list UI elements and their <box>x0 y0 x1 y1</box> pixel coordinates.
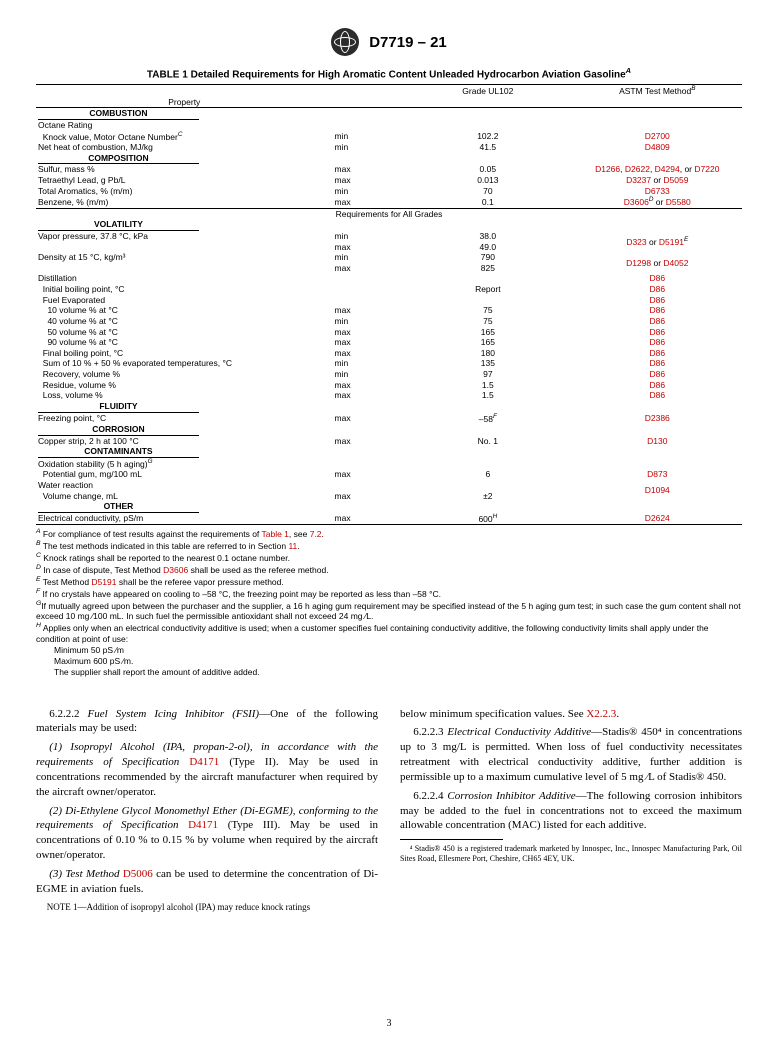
method-link[interactable]: D86 <box>649 327 665 337</box>
method-link[interactable]: D86 <box>649 369 665 379</box>
method-link[interactable]: D86 <box>649 316 665 326</box>
left-column: 6.2.2.2 Fuel System Icing Inhibitor (FSI… <box>36 707 378 917</box>
method-link[interactable]: D5191 <box>659 237 684 247</box>
footnote: D In case of dispute, Test Method D3606 … <box>36 564 742 576</box>
method-link[interactable]: D86 <box>649 273 665 283</box>
right-column: below minimum specification values. See … <box>400 707 742 917</box>
footnote-link[interactable]: 11 <box>288 541 297 551</box>
method-link[interactable]: D3237 <box>626 175 651 185</box>
method-link[interactable]: D2622 <box>625 164 650 174</box>
table-title-text: TABLE 1 Detailed Requirements for High A… <box>147 69 626 80</box>
footnote: H Applies only when an electrical conduc… <box>36 622 742 645</box>
method-link[interactable]: D86 <box>649 284 665 294</box>
requirements-table: Grade UL102ASTM Test MethodBPropertyCOMB… <box>36 84 742 525</box>
method-link[interactable]: D5059 <box>663 175 688 185</box>
method-link[interactable]: D2700 <box>645 131 670 141</box>
para-item-3: (3) Test Method D5006 can be used to det… <box>36 867 378 897</box>
method-link[interactable]: D873 <box>647 469 667 479</box>
page: D7719 – 21 TABLE 1 Detailed Requirements… <box>0 0 778 1041</box>
method-link[interactable]: D130 <box>647 436 667 446</box>
method-link[interactable]: D86 <box>649 295 665 305</box>
footnote-link[interactable]: 7.2 <box>310 529 322 539</box>
link-d4171-1[interactable]: D4171 <box>189 756 219 768</box>
link-x223[interactable]: X2.2.3 <box>586 708 616 720</box>
table-title-sup: A <box>626 66 631 75</box>
document-id: D7719 – 21 <box>369 34 447 51</box>
page-header: D7719 – 21 <box>36 28 742 56</box>
method-link[interactable]: D323 <box>626 237 646 247</box>
table-title: TABLE 1 Detailed Requirements for High A… <box>36 66 742 80</box>
astm-logo-icon <box>331 28 359 56</box>
method-link[interactable]: D3606 <box>624 197 649 207</box>
para-6223: 6.2.2.3 Electrical Conductivity Additive… <box>400 725 742 784</box>
footnote-extra: Maximum 600 pS ⁄m. <box>36 656 742 667</box>
link-d5006[interactable]: D5006 <box>123 868 153 880</box>
footnote: F If no crystals have appeared on coolin… <box>36 588 742 600</box>
footnote: B The test methods indicated in this tab… <box>36 540 742 552</box>
footnote-link[interactable]: D3606 <box>163 565 188 575</box>
footnote-rule <box>400 839 503 840</box>
method-link[interactable]: D86 <box>649 305 665 315</box>
method-link[interactable]: D4294 <box>655 164 680 174</box>
footnote-extra: Minimum 50 pS ⁄m <box>36 645 742 656</box>
para-cont: below minimum specification values. See … <box>400 707 742 722</box>
trademark-footnote: ⁴ Stadis® 450 is a registered trademark … <box>400 844 742 864</box>
para-item-2: (2) Di-Ethylene Glycol Monomethyl Ether … <box>36 804 378 863</box>
method-link[interactable]: D86 <box>649 337 665 347</box>
footnote-link[interactable]: D5191 <box>91 577 116 587</box>
method-link[interactable]: D4809 <box>645 142 670 152</box>
table-footnotes: A For compliance of test results against… <box>36 528 742 678</box>
footnote: E Test Method D5191 shall be the referee… <box>36 576 742 588</box>
footnote: GIf mutually agreed upon between the pur… <box>36 600 742 623</box>
method-link[interactable]: D4052 <box>663 258 688 268</box>
para-6224: 6.2.2.4 Corrosion Inhibitor Additive—The… <box>400 789 742 834</box>
footnote: A For compliance of test results against… <box>36 528 742 540</box>
method-link[interactable]: D5580 <box>666 197 691 207</box>
method-link[interactable]: D1298 <box>626 258 651 268</box>
footnote: C Knock ratings shall be reported to the… <box>36 552 742 564</box>
method-link[interactable]: D86 <box>649 390 665 400</box>
method-link[interactable]: D1094 <box>645 485 670 495</box>
method-link[interactable]: D2386 <box>645 413 670 423</box>
footnote-link[interactable]: Table 1 <box>262 529 289 539</box>
body-columns: 6.2.2.2 Fuel System Icing Inhibitor (FSI… <box>36 707 742 917</box>
method-link[interactable]: D7220 <box>694 164 719 174</box>
link-d4171-2[interactable]: D4171 <box>188 819 218 831</box>
para-item-1: (1) Isopropyl Alcohol (IPA, propan-2-ol)… <box>36 740 378 799</box>
note-1: NOTE 1—Addition of isopropyl alcohol (IP… <box>36 901 378 913</box>
method-link[interactable]: D2624 <box>645 513 670 523</box>
method-link[interactable]: D86 <box>649 380 665 390</box>
method-link[interactable]: D6733 <box>645 186 670 196</box>
footnote-extra: The supplier shall report the amount of … <box>36 667 742 678</box>
method-link[interactable]: D1266 <box>595 164 620 174</box>
para-6222: 6.2.2.2 Fuel System Icing Inhibitor (FSI… <box>36 707 378 737</box>
method-link[interactable]: D86 <box>649 358 665 368</box>
method-link[interactable]: D86 <box>649 348 665 358</box>
page-number: 3 <box>0 1018 778 1029</box>
